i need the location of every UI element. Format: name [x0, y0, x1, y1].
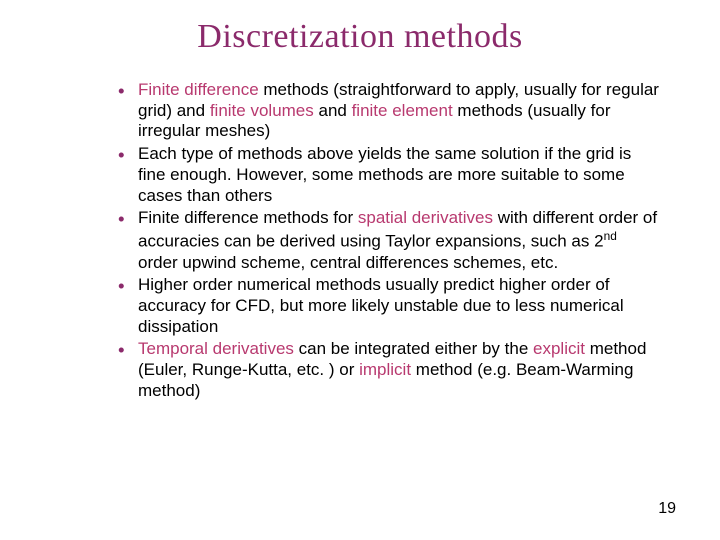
slide-title: Discretization methods	[60, 18, 660, 56]
bullet-list: Finite difference methods (straightforwa…	[60, 80, 660, 402]
bullet-item: Finite difference methods for spatial de…	[118, 208, 660, 273]
superscript-text: nd	[604, 229, 617, 243]
highlight-text: finite element	[352, 101, 453, 120]
highlight-text: Temporal derivatives	[138, 339, 294, 358]
highlight-text: explicit	[533, 339, 585, 358]
page-number: 19	[658, 500, 676, 518]
body-text: and	[314, 101, 352, 120]
slide-container: Discretization methods Finite difference…	[0, 0, 720, 540]
body-text: Each type of methods above yields the sa…	[138, 144, 631, 204]
body-text: order upwind scheme, central differences…	[138, 253, 558, 272]
bullet-item: Higher order numerical methods usually p…	[118, 275, 660, 337]
bullet-item: Temporal derivatives can be integrated e…	[118, 339, 660, 401]
highlight-text: Finite difference	[138, 80, 259, 99]
bullet-item: Finite difference methods (straightforwa…	[118, 80, 660, 142]
body-text: Higher order numerical methods usually p…	[138, 275, 624, 335]
highlight-text: finite volumes	[210, 101, 314, 120]
highlight-text: spatial derivatives	[358, 208, 493, 227]
body-text: Finite difference methods for	[138, 208, 358, 227]
highlight-text: implicit	[359, 360, 411, 379]
bullet-item: Each type of methods above yields the sa…	[118, 144, 660, 206]
body-text: can be integrated either by the	[294, 339, 533, 358]
